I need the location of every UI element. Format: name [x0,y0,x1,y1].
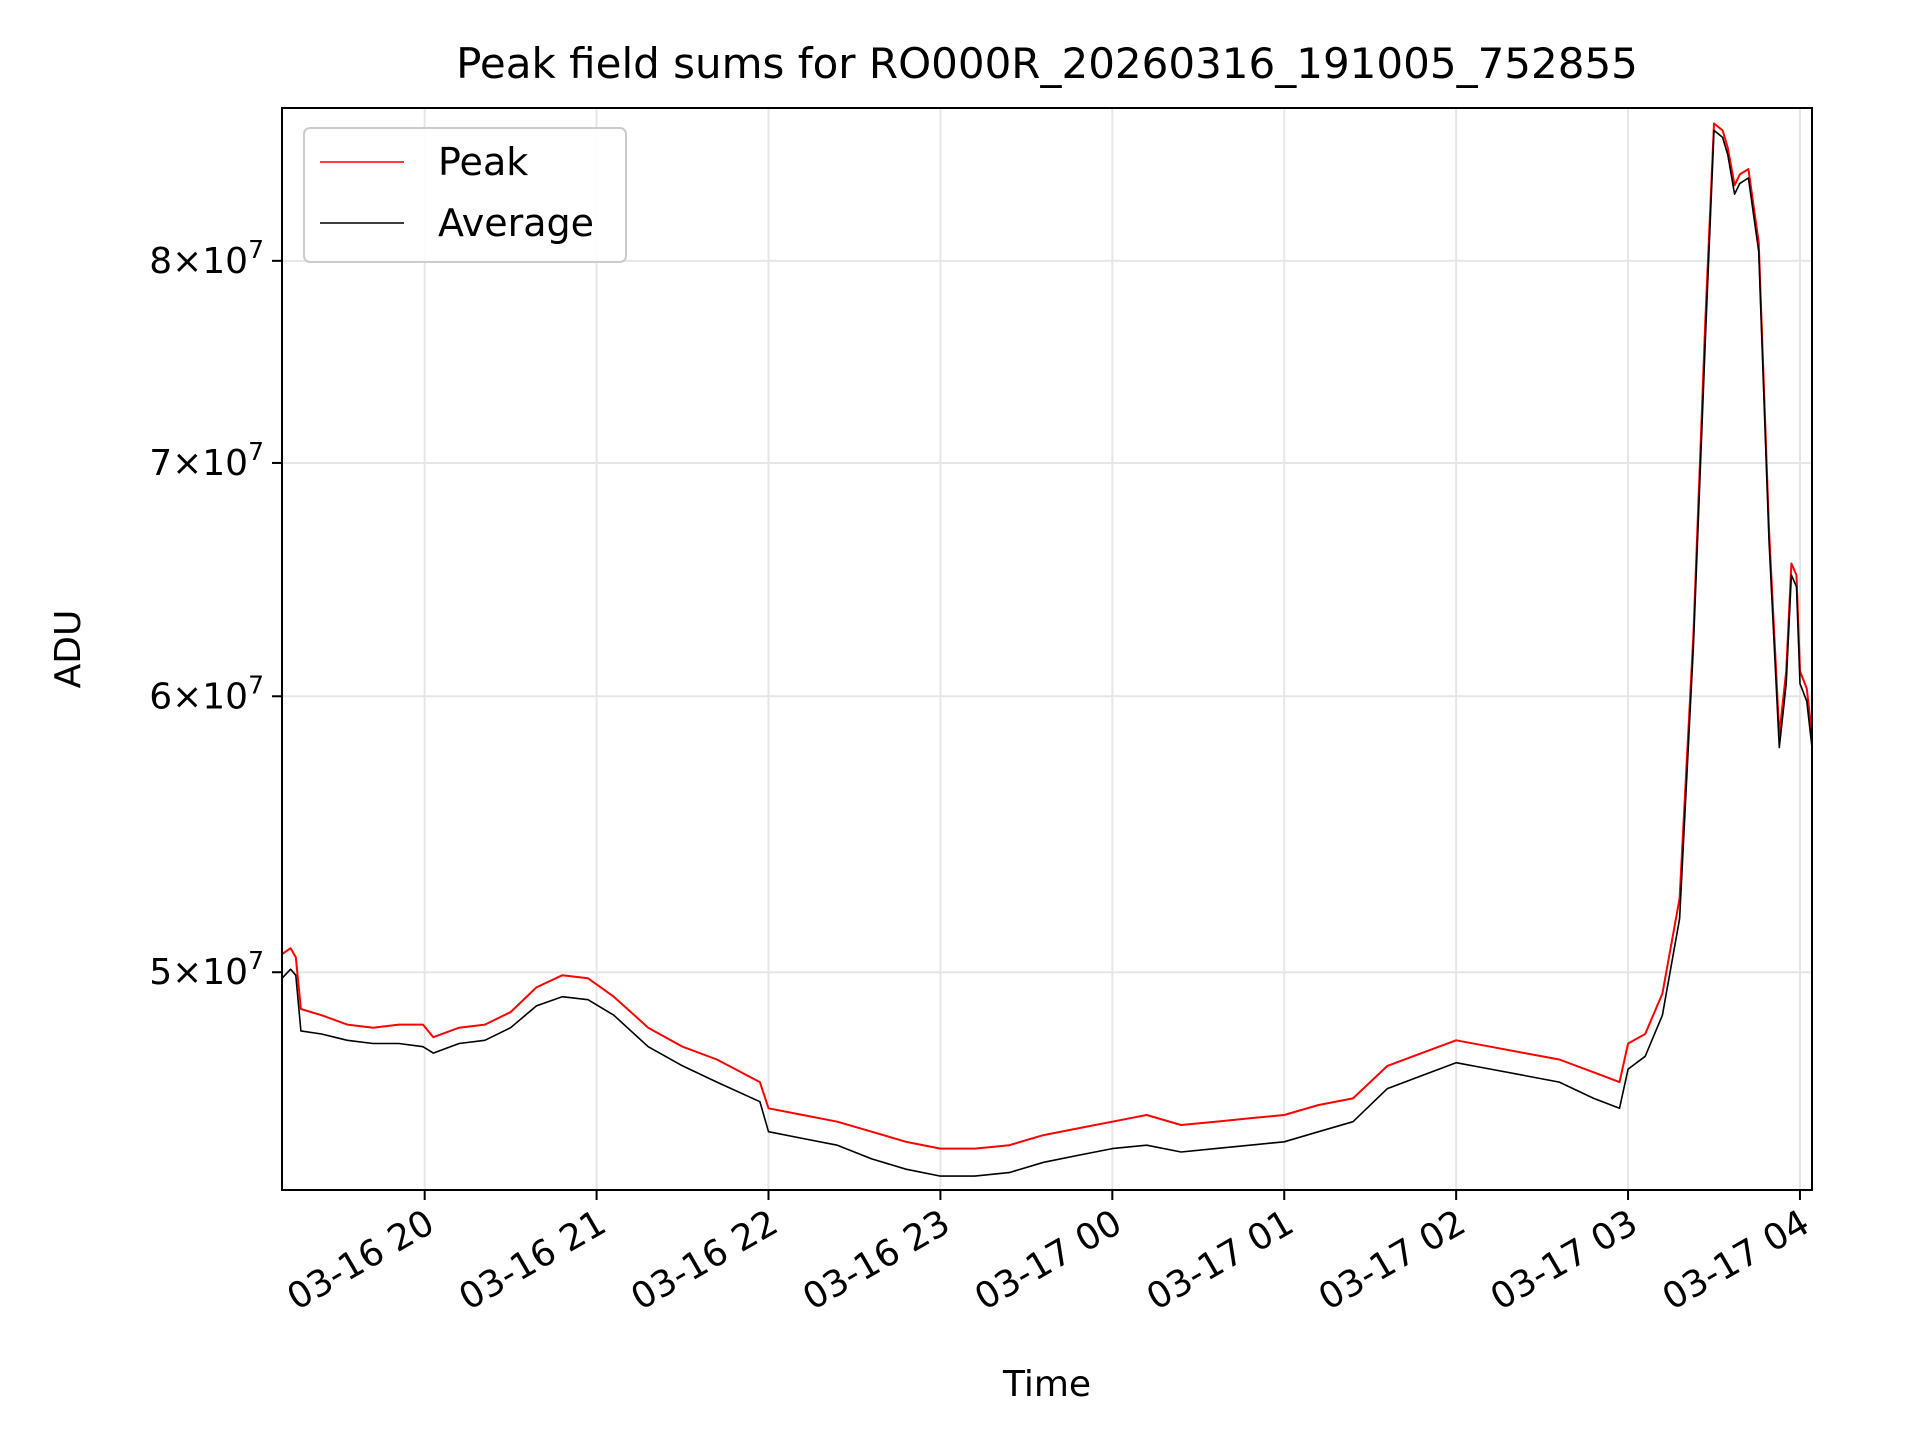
legend: Peak Average [304,128,626,262]
y-tick-label: 6×107 [149,670,264,717]
chart-figure: Peak field sums for RO000R_20260316_1910… [0,0,1920,1440]
x-axis-label: Time [1002,1364,1091,1405]
chart-title: Peak field sums for RO000R_20260316_1910… [456,39,1638,88]
y-axis-label: ADU [48,610,89,689]
y-tick-label: 5×107 [149,946,264,993]
y-tick-label: 8×107 [149,235,264,282]
y-tick-label: 7×107 [149,437,264,484]
legend-label-average: Average [438,201,594,245]
legend-label-peak: Peak [438,140,528,184]
